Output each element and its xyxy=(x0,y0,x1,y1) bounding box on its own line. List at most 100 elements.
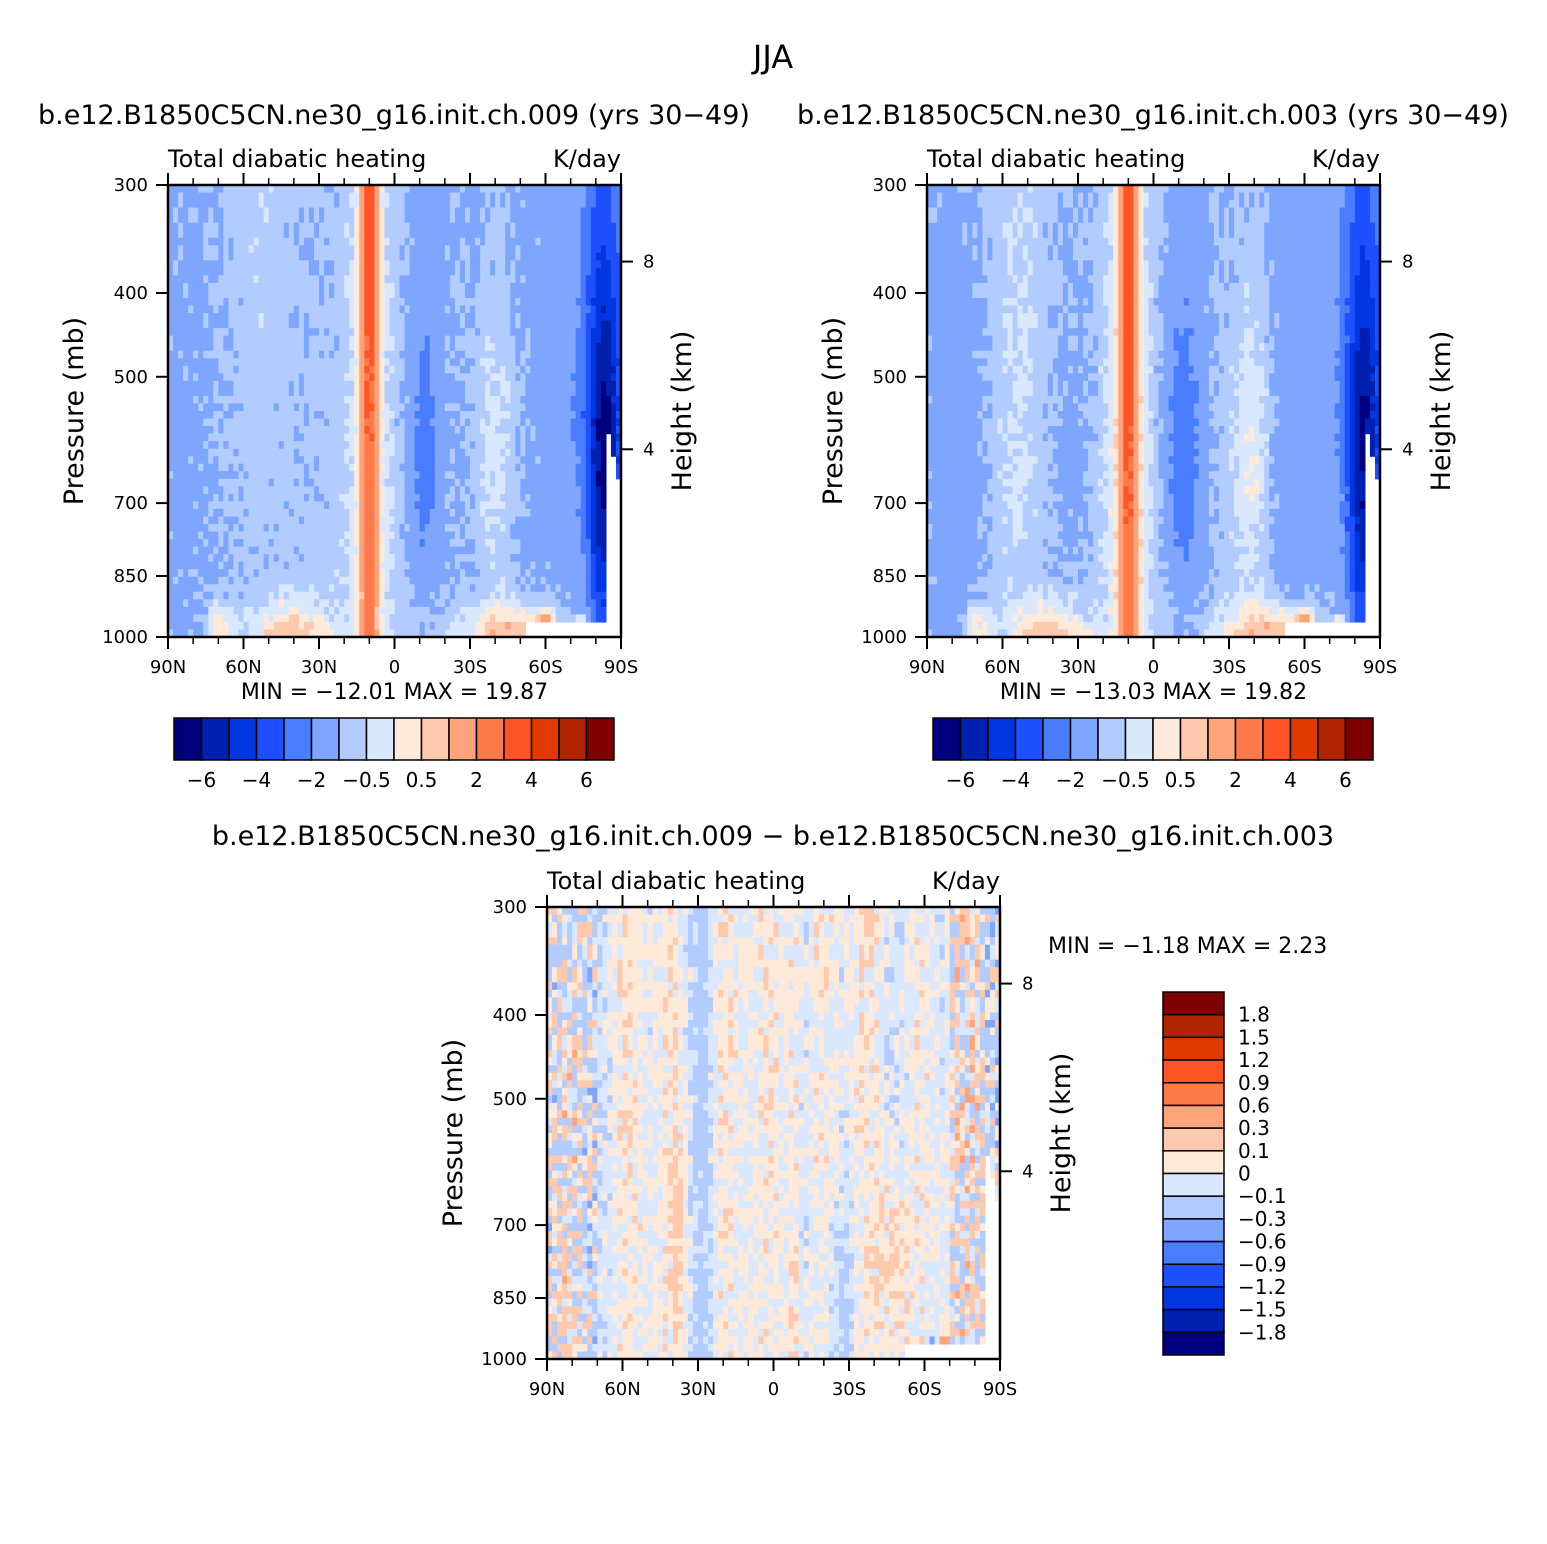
heatmap-cell xyxy=(434,373,441,382)
heatmap-cell xyxy=(615,471,622,480)
heatmap-cell xyxy=(480,358,486,367)
heatmap-cell xyxy=(278,441,285,450)
heatmap-cell xyxy=(480,569,486,578)
heatmap-cell xyxy=(384,584,391,593)
heatmap-cell xyxy=(168,463,174,472)
heatmap-cell xyxy=(580,252,587,261)
heatmap-cell xyxy=(389,411,396,420)
heatmap-cell xyxy=(399,222,406,231)
heatmap-cell xyxy=(404,373,411,382)
heatmap-cell xyxy=(278,516,285,525)
heatmap-cell xyxy=(303,222,310,231)
heatmap-cell xyxy=(228,539,235,548)
heatmap-cell xyxy=(374,215,380,224)
heatmap-cell xyxy=(283,486,290,495)
heatmap-cell xyxy=(324,373,330,382)
heatmap-cell xyxy=(449,230,456,239)
heatmap-cell xyxy=(570,524,577,533)
heatmap-cell xyxy=(470,290,476,299)
heatmap-cell xyxy=(610,418,617,427)
heatmap-cell xyxy=(439,320,446,329)
heatmap-cell xyxy=(379,215,386,224)
heatmap-cell xyxy=(414,478,421,487)
heatmap-cell xyxy=(545,252,552,261)
heatmap-cell xyxy=(268,546,275,555)
heatmap-cell xyxy=(308,365,315,374)
heatmap-cell xyxy=(198,215,204,224)
heatmap-cell xyxy=(464,373,471,382)
heatmap-cell xyxy=(258,245,265,254)
heatmap-cell xyxy=(248,516,255,525)
heatmap-cell xyxy=(470,365,476,374)
heatmap-cell xyxy=(570,433,577,442)
heatmap-cell xyxy=(605,426,612,435)
heatmap-cell xyxy=(228,275,235,284)
heatmap-cell xyxy=(324,501,330,510)
heatmap-cell xyxy=(454,282,461,292)
heatmap-cell xyxy=(510,463,516,472)
heatmap-cell xyxy=(535,471,542,480)
heatmap-cell xyxy=(319,335,325,344)
heatmap-cell xyxy=(454,365,461,374)
heatmap-cell xyxy=(223,267,229,276)
heatmap-cell xyxy=(590,418,597,427)
heatmap-cell xyxy=(293,388,300,397)
heatmap-cell xyxy=(555,456,562,465)
heatmap-cell xyxy=(555,313,562,322)
heatmap-cell xyxy=(610,200,617,209)
heatmap-cell xyxy=(500,343,506,352)
heatmap-cell xyxy=(364,350,370,359)
heatmap-cell xyxy=(344,290,350,299)
heatmap-cell xyxy=(610,335,617,344)
heatmap-cell xyxy=(470,561,476,570)
heatmap-cell xyxy=(384,599,391,608)
heatmap-cell xyxy=(429,486,436,495)
heatmap-cell xyxy=(313,298,320,307)
heatmap-cell xyxy=(339,222,345,231)
heatmap-cell xyxy=(590,508,597,518)
heatmap-cell xyxy=(550,388,557,397)
heatmap-cell xyxy=(258,539,265,548)
heatmap-cell xyxy=(384,433,391,442)
heatmap-cell xyxy=(208,516,214,525)
heatmap-cell xyxy=(480,576,486,585)
heatmap-cell xyxy=(575,486,582,495)
heatmap-cell xyxy=(359,599,365,608)
heatmap-cell xyxy=(525,411,531,420)
heatmap-cell xyxy=(485,569,491,578)
heatmap-cell xyxy=(228,237,235,246)
heatmap-cell xyxy=(334,260,340,269)
heatmap-cell xyxy=(399,215,406,224)
heatmap-cell xyxy=(565,569,572,578)
heatmap-cell xyxy=(308,200,315,209)
heatmap-cell xyxy=(409,380,416,389)
heatmap-cell xyxy=(339,245,345,254)
heatmap-cell xyxy=(193,561,199,570)
heatmap-cell xyxy=(223,463,229,472)
heatmap-cell xyxy=(248,426,255,435)
heatmap-cell xyxy=(253,418,260,427)
heatmap-cell xyxy=(238,215,245,224)
heatmap-cell xyxy=(495,516,501,525)
heatmap-cell xyxy=(218,282,224,292)
heatmap-cell xyxy=(193,433,199,442)
heatmap-cell xyxy=(590,343,597,352)
heatmap-cell xyxy=(615,185,622,194)
heatmap-cell xyxy=(470,282,476,292)
heatmap-cell xyxy=(263,508,270,518)
heatmap-cell xyxy=(178,267,184,276)
heatmap-cell xyxy=(233,584,240,593)
heatmap-cell xyxy=(193,426,199,435)
heatmap-cell xyxy=(203,554,209,563)
heatmap-cell xyxy=(298,215,305,224)
heatmap-cell xyxy=(303,260,310,269)
heatmap-cell xyxy=(384,478,391,487)
heatmap-cell xyxy=(459,441,466,450)
heatmap-cell xyxy=(208,245,214,254)
heatmap-cell xyxy=(505,471,511,480)
heatmap-cell xyxy=(369,200,375,209)
heatmap-cell xyxy=(565,365,572,374)
heatmap-cell xyxy=(308,192,315,201)
heatmap-cell xyxy=(218,418,224,427)
heatmap-cell xyxy=(228,192,235,201)
